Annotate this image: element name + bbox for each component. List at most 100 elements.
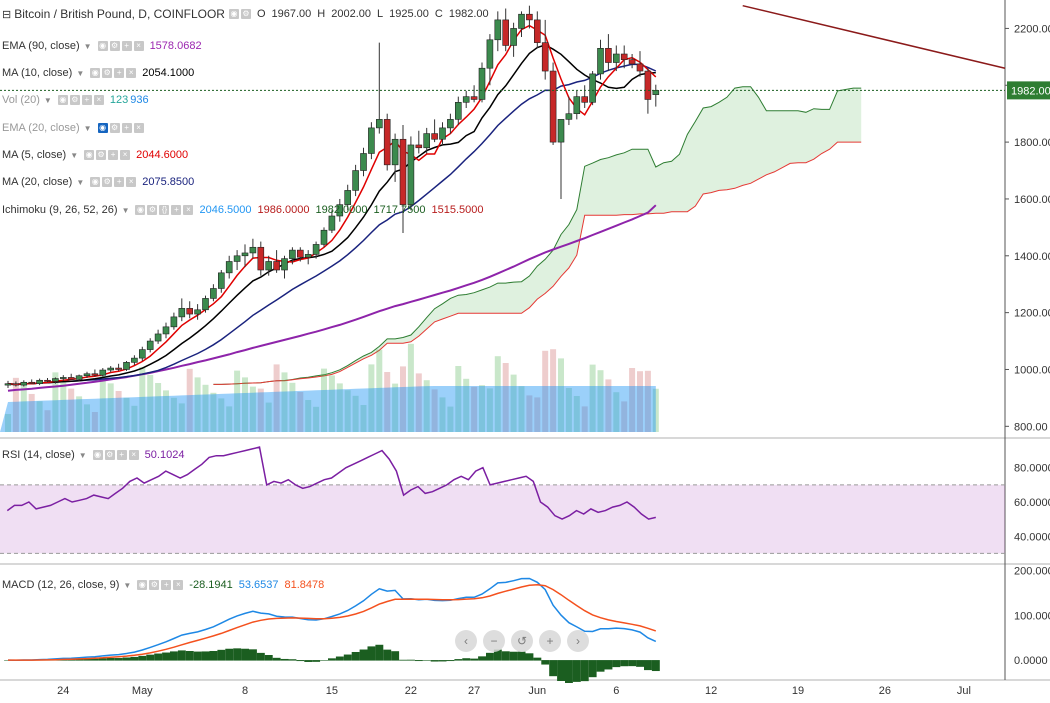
x-tick-label: 15 [326,685,338,697]
volume-bar [526,395,533,432]
ichimoku-value-1: 1986.0000 [257,204,310,216]
candle [336,198,344,222]
legend-ma-1: MA (10, close) ▼ ◉ ⚙ + × 2054.1000 [2,65,200,81]
chevron-down-icon[interactable]: ▼ [43,95,52,105]
reset-button[interactable]: ↺ [511,630,533,652]
candle [44,378,51,383]
zoom-in-button[interactable]: + [539,630,561,652]
ma20-line [7,63,657,386]
macd-histogram-bar [612,660,621,668]
macd-histogram-bar [296,660,305,662]
volume-bar [360,405,367,432]
chevron-down-icon[interactable]: ▼ [83,41,92,51]
candle [407,136,415,211]
chevron-down-icon[interactable]: ▼ [83,123,92,133]
price-tick-label: 1400.00 [1014,251,1050,263]
chevron-down-icon[interactable]: ▼ [76,177,85,187]
senkou-span-b [213,141,862,385]
macd-histogram-bar [493,649,502,661]
candle-body [336,204,344,217]
macd-controls[interactable]: ◉ ⚙ + × [137,580,184,590]
legend-controls[interactable]: ◉ ⚙ + × [97,41,144,51]
volume-bar [368,364,375,432]
chevron-down-icon[interactable]: ▼ [76,68,85,78]
candle [612,45,620,72]
candle-body [83,373,91,377]
candle [486,34,494,86]
macd-histogram-bar [162,652,170,661]
volume-bar [313,406,320,432]
candle-body [289,249,296,259]
legend-controls[interactable]: ◉ ⚙ + × [57,95,104,105]
macd-histogram-bar [588,660,597,678]
chevron-down-icon[interactable]: ▼ [70,150,79,160]
macd-hist-value: -28.1941 [189,579,233,591]
legend-value-2: 936 [130,94,149,106]
zoom-out-button[interactable]: − [483,630,505,652]
candle-body [360,153,367,171]
macd-histogram-bar [565,660,573,683]
candle [589,71,596,106]
legend-controls[interactable]: ◉ ⚙ + × [90,177,137,187]
ohlc-o-label: O [256,8,266,20]
x-tick-label: Jul [957,685,971,697]
volume-bar [115,391,122,432]
scroll-left-button[interactable]: ‹ [455,630,477,652]
macd-histogram-bar [280,658,289,661]
volume-bar [218,398,225,432]
scroll-right-button[interactable]: › [567,630,589,652]
candle-body [170,316,178,328]
ohlc-open: 1967.00 [271,8,312,20]
candle [415,130,423,154]
macd-histogram-bar [154,653,163,661]
volume-bar [44,410,51,432]
candle [186,301,193,319]
volume-bar [479,385,485,432]
legend-controls[interactable]: ◉ ⚙{} + × [135,205,194,215]
price-tick-label: 1200.00 [1014,308,1050,320]
symbol-controls[interactable]: ◉ ⚙ [228,9,251,19]
x-tick-label: 26 [879,685,891,697]
candle [352,164,359,197]
volume-bar [155,383,162,432]
candle-body [115,367,122,370]
candlesticks[interactable] [4,5,660,388]
macd-histogram-bar [249,649,257,661]
rsi-controls[interactable]: ◉ ⚙ + × [92,450,139,460]
volume-bar [486,388,493,432]
candle [296,247,304,262]
chevron-down-icon[interactable]: ▼ [121,205,130,215]
legend-controls[interactable]: ◉ ⚙ + × [97,123,144,133]
macd-histogram-bar [146,654,155,661]
chevron-down-icon[interactable]: ▼ [123,580,132,590]
candle-body [139,349,146,359]
volume-bar [265,402,272,432]
candle-body [186,308,193,315]
candle-body [518,13,525,29]
legend-value: 2044.6000 [136,149,189,161]
candle [518,11,525,37]
candle-body [312,244,320,255]
candle-body [218,272,225,289]
volume-bar [12,377,19,432]
candle-body [368,127,375,154]
volume-bar [234,370,241,432]
rsi-line [6,446,656,520]
macd-histogram-bar [596,660,605,672]
candle-body [67,377,75,380]
chevron-down-icon[interactable]: ▼ [78,450,87,460]
legend-name: MA (20, close) [2,176,73,188]
volume-bar [20,385,27,432]
candle-body [612,53,620,63]
legend-controls[interactable]: ◉ ⚙ + × [90,68,137,78]
legend-controls[interactable]: ◉ ⚙ + × [84,150,131,160]
macd-histogram-bar [312,660,321,662]
candle [454,96,462,126]
indicator-lines [7,4,1006,392]
volume-bar [518,386,525,432]
ichimoku-value-0: 2046.5000 [199,204,252,216]
legend-name: EMA (20, close) [2,122,80,134]
collapse-icon[interactable]: ⊟ [2,8,12,21]
candle [289,247,296,265]
